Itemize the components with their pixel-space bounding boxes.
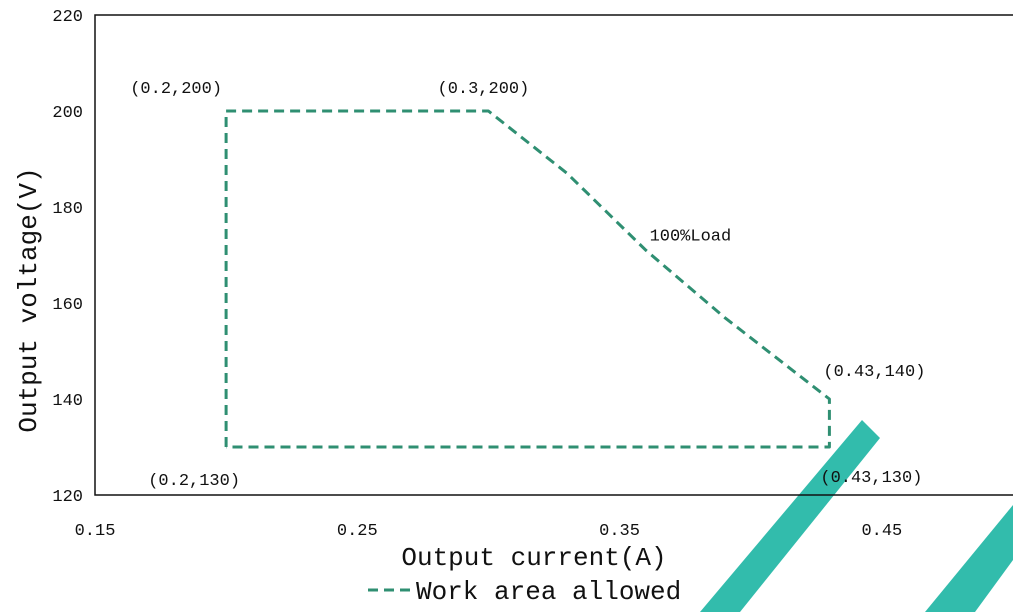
y-tick-label: 200 bbox=[52, 104, 83, 123]
data-annotation: (0.43,130) bbox=[820, 469, 922, 488]
annotations-layer: (0.2,200) (0.3,200) 100%Load (0.43,140) (0.2… bbox=[130, 80, 925, 491]
y-axis-ticks: 120 140 160 180 200 220 bbox=[52, 8, 83, 507]
y-axis-label: Output voltage(V) bbox=[14, 167, 44, 432]
x-tick-label: 0.25 bbox=[337, 522, 378, 541]
x-tick-label: 0.35 bbox=[599, 522, 640, 541]
legend: Work area allowed bbox=[368, 577, 681, 607]
legend-label: Work area allowed bbox=[416, 577, 681, 607]
series-layer bbox=[224, 109, 831, 449]
series-line-work-area bbox=[224, 109, 831, 449]
y-tick-label: 120 bbox=[52, 488, 83, 507]
x-axis-ticks: 0.15 0.25 0.35 0.45 bbox=[75, 522, 903, 541]
y-tick-label: 220 bbox=[52, 8, 83, 27]
data-annotation: (0.2,200) bbox=[130, 80, 222, 99]
data-annotation: (0.43,140) bbox=[823, 363, 925, 382]
watermark-logo bbox=[700, 420, 1013, 612]
plot-area bbox=[94, 14, 1013, 496]
y-tick-label: 140 bbox=[52, 392, 83, 411]
y-tick-label: 160 bbox=[52, 296, 83, 315]
x-axis-label: Output current(A) bbox=[401, 543, 666, 573]
x-tick-label: 0.45 bbox=[861, 522, 902, 541]
x-tick-label: 0.15 bbox=[75, 522, 116, 541]
data-annotation: (0.2,130) bbox=[148, 472, 240, 491]
data-annotation: 100%Load bbox=[650, 227, 732, 246]
y-tick-label: 180 bbox=[52, 200, 83, 219]
data-annotation: (0.3,200) bbox=[438, 80, 530, 99]
